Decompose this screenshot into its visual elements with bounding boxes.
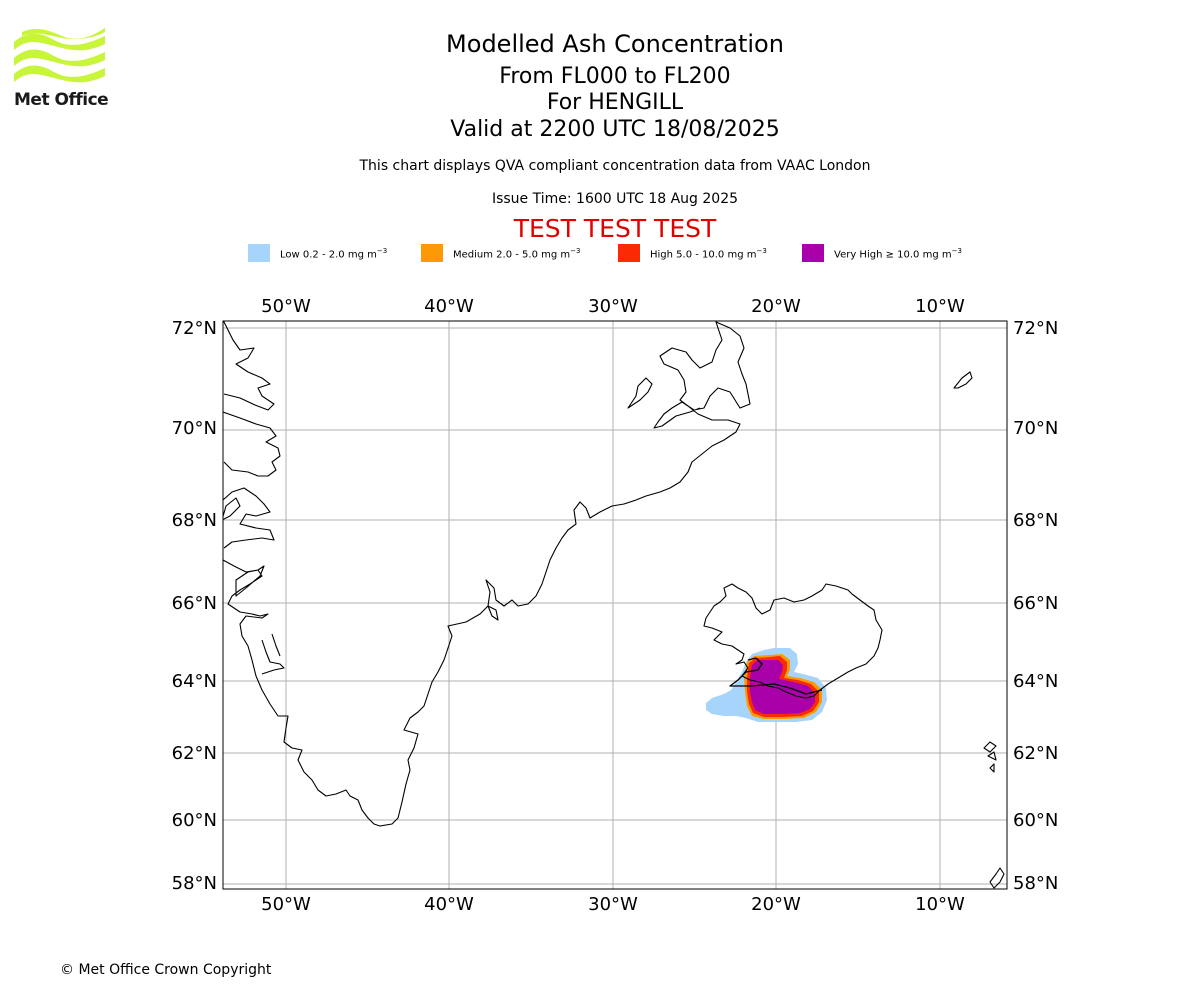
issue-time: Issue Time: 1600 UTC 18 Aug 2025: [491, 191, 739, 207]
lon-tick-bottom: 10°W: [915, 894, 965, 915]
lat-tick-left: 64°N: [172, 671, 217, 692]
legend-label-medium: Medium 2.0 - 5.0 mg m: [453, 249, 571, 261]
lon-tick-bottom: 20°W: [751, 894, 801, 915]
jan-mayen-coastline: [953, 371, 973, 389]
met-office-waves-icon: [14, 28, 105, 83]
met-office-wordmark: Met Office: [14, 90, 109, 110]
lon-tick-bottom: 30°W: [588, 894, 638, 915]
lon-tick-top: 30°W: [588, 296, 638, 317]
lat-tick-right: 62°N: [1013, 743, 1058, 764]
lon-tick-top: 40°W: [424, 296, 474, 317]
lat-tick-left: 68°N: [172, 510, 217, 531]
legend-label-low: Low 0.2 - 2.0 mg m: [280, 249, 377, 261]
lat-tick-left: 58°N: [172, 873, 217, 894]
iceland-coastline: [703, 583, 883, 699]
map-gridlines: [223, 321, 1007, 889]
lat-tick-right: 72°N: [1013, 318, 1058, 339]
lat-tick-right: 60°N: [1013, 810, 1058, 831]
legend-swatch-medium: [421, 244, 443, 262]
test-banner: TEST TEST TEST: [513, 214, 717, 243]
lat-tick-right: 64°N: [1013, 671, 1058, 692]
greenland-fjords: [261, 605, 499, 675]
volcano-name: For HENGILL: [546, 90, 684, 115]
flight-level-range: From FL000 to FL200: [499, 64, 731, 89]
legend-swatch-very-high: [802, 244, 824, 262]
latitude-labels-right: 72°N 70°N 68°N 66°N 64°N 62°N 60°N 58°N: [1013, 318, 1058, 894]
lat-tick-right: 66°N: [1013, 593, 1058, 614]
ash-very-high-region: [750, 660, 815, 714]
lon-tick-top: 50°W: [261, 296, 311, 317]
longitude-labels-bottom: 50°W 40°W 30°W 20°W 10°W: [261, 894, 965, 915]
longitude-labels-top: 50°W 40°W 30°W 20°W 10°W: [261, 296, 965, 317]
lat-tick-right: 58°N: [1013, 873, 1058, 894]
map-frame: [222, 320, 1008, 890]
lat-tick-left: 62°N: [172, 743, 217, 764]
chart-title: Modelled Ash Concentration: [446, 30, 784, 58]
legend-swatch-high: [618, 244, 640, 262]
copyright-notice: © Met Office Crown Copyright: [60, 962, 272, 978]
greenland-coastline: [223, 321, 751, 827]
legend-label-very-high: Very High ≥ 10.0 mg m: [834, 249, 952, 261]
lat-tick-left: 60°N: [172, 810, 217, 831]
valid-time: Valid at 2200 UTC 18/08/2025: [450, 117, 780, 142]
met-office-logo: Met Office: [14, 28, 110, 114]
latitude-labels-left: 72°N 70°N 68°N 66°N 64°N 62°N 60°N 58°N: [172, 318, 217, 894]
iceland-reykjanes: [729, 657, 823, 695]
lon-tick-top: 10°W: [915, 296, 965, 317]
lon-tick-bottom: 50°W: [261, 894, 311, 915]
coastlines: [223, 321, 1005, 889]
lat-tick-left: 72°N: [172, 318, 217, 339]
chart-description: This chart displays QVA compliant concen…: [359, 158, 871, 174]
shetland-coastline: [989, 867, 1005, 889]
lat-tick-right: 70°N: [1013, 418, 1058, 439]
faroe-islands-coastline: [983, 741, 997, 773]
legend-label-high: High 5.0 - 10.0 mg m: [650, 249, 757, 261]
lon-tick-bottom: 40°W: [424, 894, 474, 915]
lat-tick-right: 68°N: [1013, 510, 1058, 531]
lon-tick-top: 20°W: [751, 296, 801, 317]
legend-swatch-low: [248, 244, 270, 262]
lat-tick-left: 66°N: [172, 593, 217, 614]
lat-tick-left: 70°N: [172, 418, 217, 439]
